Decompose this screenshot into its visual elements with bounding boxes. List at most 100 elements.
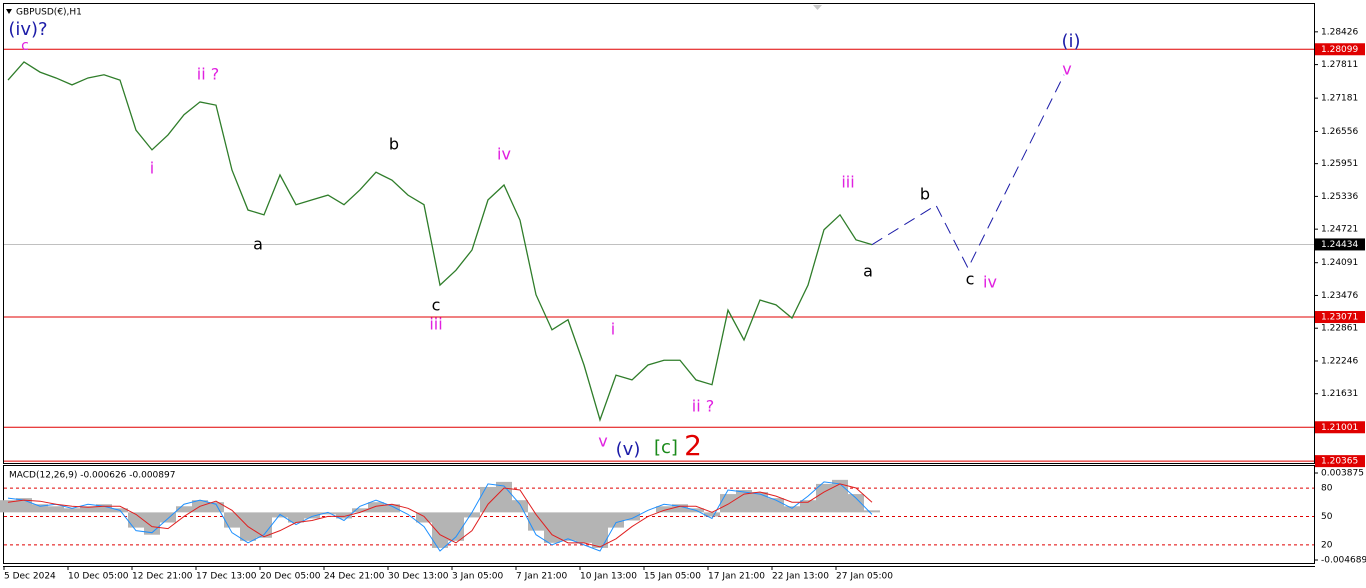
macd-bar xyxy=(560,512,576,541)
wave-label: ii ? xyxy=(692,397,714,416)
wave-label: iv xyxy=(497,145,511,164)
macd-bar xyxy=(784,506,800,513)
x-tick-label: 5 Dec 2024 xyxy=(4,572,56,582)
macd-bar xyxy=(336,512,352,519)
macd-bar xyxy=(176,506,192,513)
macd-bar xyxy=(288,512,304,523)
macd-bar xyxy=(416,512,432,523)
macd-y-tick-label: -0.004689 xyxy=(1321,556,1366,566)
wave-label: c xyxy=(432,296,441,315)
macd-bar xyxy=(0,500,16,513)
macd-level-label: 20 xyxy=(1321,540,1333,550)
y-tick-label: 1.28426 xyxy=(1321,27,1358,37)
price-line xyxy=(7,61,873,422)
macd-bar xyxy=(656,506,672,513)
x-tick-label: 3 Jan 05:00 xyxy=(452,572,504,582)
macd-bar xyxy=(816,483,832,513)
axis-layer: 1.28426 1.27811 1.27181 1.26556 1.25951 1.253… xyxy=(3,27,1366,582)
macd-bar xyxy=(480,486,496,513)
macd-bar xyxy=(320,512,336,515)
level-label-bg xyxy=(1315,311,1365,324)
macd-bar xyxy=(432,512,448,548)
y-tick-label: 1.21631 xyxy=(1321,389,1358,399)
macd-bar xyxy=(576,512,592,543)
wave-label: i xyxy=(611,320,615,339)
x-tick-label: 7 Jan 21:00 xyxy=(516,572,568,582)
macd-bar xyxy=(208,502,224,513)
macd-bar xyxy=(544,512,560,543)
macd-bar xyxy=(864,510,880,513)
macd-bar xyxy=(48,506,64,513)
y-tick-label: 1.25336 xyxy=(1321,192,1358,202)
x-tick-label: 12 Dec 21:00 xyxy=(132,572,193,582)
wave-label: v xyxy=(598,432,607,451)
macd-bar xyxy=(256,512,272,538)
macd-level-label: 50 xyxy=(1321,512,1333,522)
wave-label: [c] xyxy=(654,437,678,458)
x-tick-label: 17 Jan 21:00 xyxy=(708,572,765,582)
wave-label: b xyxy=(920,185,930,204)
wave-label: i xyxy=(150,159,154,178)
wave-label: (v) xyxy=(616,439,641,460)
macd-bar xyxy=(800,500,816,513)
wave-label: v xyxy=(1062,60,1071,79)
wave-label: b xyxy=(389,135,399,154)
macd-line xyxy=(7,483,873,548)
scroll-marker[interactable] xyxy=(813,5,822,10)
x-tick-label: 10 Jan 13:00 xyxy=(580,572,637,582)
macd-bar xyxy=(512,500,528,513)
macd-bar xyxy=(832,479,848,513)
macd-bar xyxy=(128,512,144,528)
wave-projection xyxy=(871,74,1065,270)
level-label-bg xyxy=(1315,43,1365,56)
macd-bar xyxy=(304,512,320,519)
x-tick-label: 24 Dec 21:00 xyxy=(324,572,385,582)
symbol-title: GBPUSD(€),H1 xyxy=(16,8,82,18)
x-tick-label: 22 Jan 13:00 xyxy=(772,572,829,582)
symbol-menu-arrow[interactable] xyxy=(6,9,12,14)
wave-label: iii xyxy=(429,315,442,334)
macd-bar xyxy=(96,504,112,513)
macd-layer xyxy=(0,479,1314,552)
macd-bar xyxy=(720,494,736,513)
macd-bar xyxy=(368,502,384,513)
macd-bar xyxy=(736,490,752,513)
macd-panel-frame xyxy=(3,465,1315,564)
main-panel-frame xyxy=(3,3,1315,464)
macd-bar xyxy=(32,504,48,513)
macd-title: MACD(12,26,9) -0.000626 -0.000897 xyxy=(9,471,175,481)
macd-bar xyxy=(496,481,512,513)
wave-label: iii xyxy=(841,173,854,192)
level-label: 1.23071 xyxy=(1321,313,1358,323)
level-label: 1.21001 xyxy=(1321,423,1358,433)
macd-bar xyxy=(160,512,176,523)
wave-label: (i) xyxy=(1061,31,1080,52)
last-price-label: 1.24434 xyxy=(1321,240,1358,250)
x-tick-label: 10 Dec 05:00 xyxy=(68,572,129,582)
wave-label: (iv)? xyxy=(8,19,47,40)
macd-line xyxy=(7,481,873,552)
wave-label: c xyxy=(21,38,29,54)
y-tick-label: 1.25951 xyxy=(1321,159,1358,169)
level-label-bg xyxy=(1315,455,1365,468)
y-tick-label: 1.24091 xyxy=(1321,258,1358,268)
x-tick-label: 27 Jan 05:00 xyxy=(836,572,893,582)
macd-bar xyxy=(384,504,400,513)
macd-bar xyxy=(704,512,720,517)
x-tick-label: 15 Jan 05:00 xyxy=(644,572,701,582)
macd-bar xyxy=(848,494,864,513)
level-label-bg xyxy=(1315,421,1365,434)
macd-bar xyxy=(64,508,80,513)
wave-label: iv xyxy=(983,273,997,292)
last-price-bg xyxy=(1315,238,1365,251)
macd-bar xyxy=(608,512,624,528)
y-tick-label: 1.27811 xyxy=(1321,60,1358,70)
macd-bar xyxy=(752,492,768,513)
y-tick-label: 1.22861 xyxy=(1321,324,1358,334)
y-tick-label: 1.27181 xyxy=(1321,94,1358,104)
macd-bar xyxy=(80,506,96,513)
wave-label: a xyxy=(863,262,873,281)
wave-label: ii ? xyxy=(197,65,219,84)
